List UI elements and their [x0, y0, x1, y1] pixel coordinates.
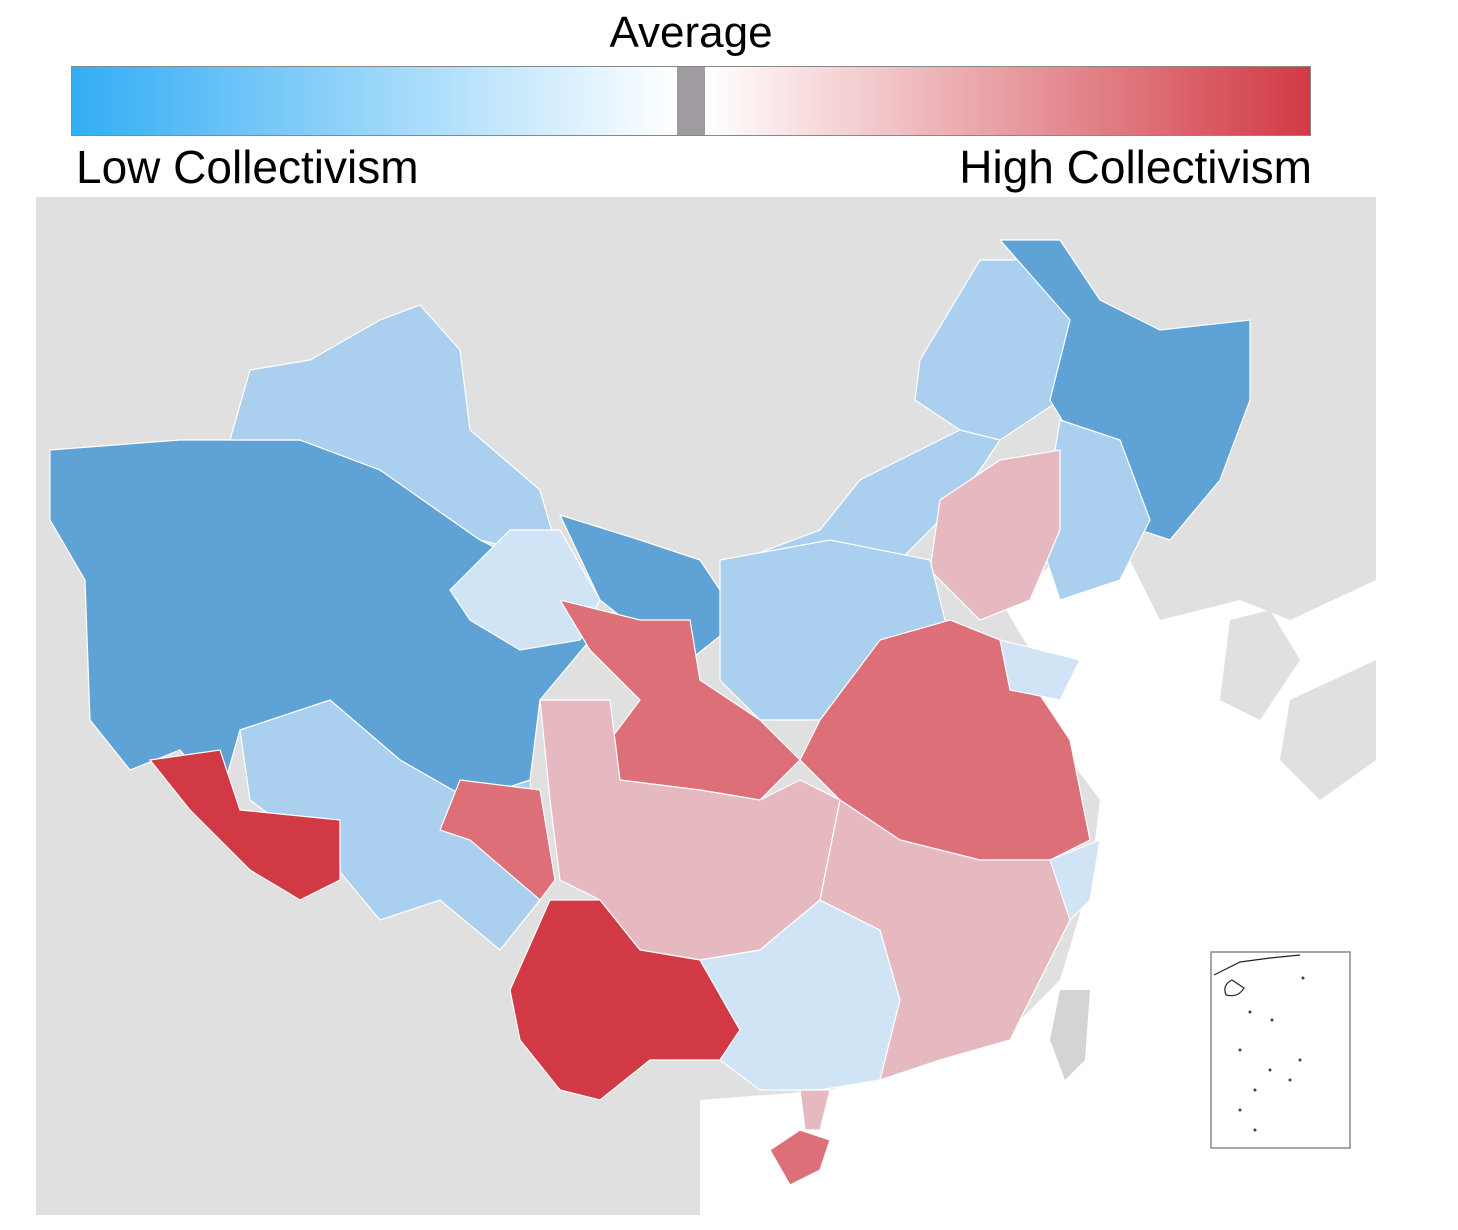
inset-island — [1238, 1048, 1242, 1052]
inset-island — [1270, 1018, 1274, 1022]
map-region — [1049, 839, 1101, 922]
taiwan — [1050, 990, 1090, 1080]
inset-island — [1253, 1088, 1257, 1092]
map-region — [998, 239, 1251, 541]
inset-coastline — [1213, 954, 1301, 997]
inset-island — [1288, 1078, 1292, 1082]
map-region — [439, 779, 556, 901]
map-region — [819, 799, 1091, 1081]
inset-island — [1298, 1058, 1302, 1062]
south-china-sea-inset — [1210, 951, 1351, 1149]
japan — [1280, 660, 1376, 800]
korea-peninsula — [1220, 610, 1300, 720]
legend-average-label: Average — [609, 8, 773, 57]
map-region — [799, 1089, 831, 1131]
legend-low-label: Low Collectivism — [76, 141, 419, 193]
left-margin — [0, 197, 36, 1230]
map-region — [229, 304, 561, 561]
map-region — [558, 514, 741, 661]
map-region — [769, 1129, 831, 1186]
color-scale-low-gradient — [72, 67, 677, 135]
sea — [700, 560, 1376, 1215]
right-margin — [1376, 197, 1458, 1230]
map-region — [148, 749, 341, 901]
inset-island — [1238, 1108, 1242, 1112]
inset-island — [1248, 1010, 1252, 1014]
map-region — [999, 639, 1081, 701]
inset-island — [1301, 976, 1305, 980]
legend-high-label: High Collectivism — [959, 141, 1312, 193]
inset-island — [1268, 1068, 1272, 1072]
color-scale-average-marker — [677, 67, 705, 135]
inset-island — [1253, 1128, 1257, 1132]
map-region — [929, 449, 1061, 621]
color-scale-bar — [71, 66, 1311, 136]
color-scale-high-gradient — [705, 67, 1310, 135]
